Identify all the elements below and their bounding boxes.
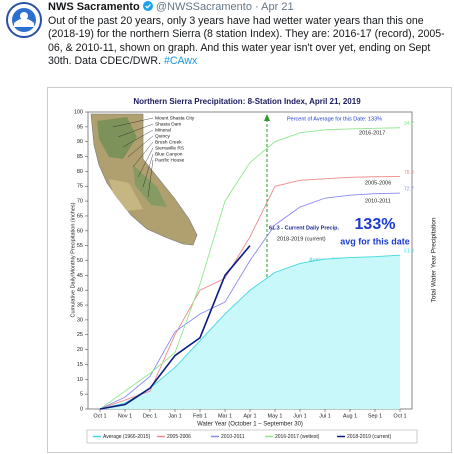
chart-image[interactable]: Northern Sierra Precipitation: 8-Station… <box>47 87 452 453</box>
x-tick-label: Jan 1 <box>168 413 181 419</box>
x-axis-label: Water Year (October 1 – September 30) <box>197 422 303 428</box>
y-tick-label: 5 <box>80 392 83 398</box>
y-tick-label: 75 <box>77 184 83 190</box>
end-value-label: 94.7 <box>404 121 414 127</box>
verified-badge <box>142 1 153 11</box>
series-line <box>99 127 401 410</box>
x-tick-label: Oct 1 <box>393 413 406 419</box>
station-label: Sierraville RS <box>155 145 184 151</box>
y-tick-label: 40 <box>77 288 83 294</box>
annotation: 2010-2011 <box>365 198 391 204</box>
station-leader <box>132 141 154 168</box>
station-label: Pacific House <box>155 157 185 163</box>
station-label: Shasta Dam <box>155 121 181 127</box>
y-axis-label: Cumulative Daily/Monthly Precipitation (… <box>70 202 76 317</box>
x-tick-label: Apr 1 <box>243 413 256 419</box>
y-tick-label: 60 <box>77 228 83 234</box>
x-tick-label: Jul 1 <box>319 413 331 419</box>
y-tick-label: 25 <box>77 332 83 338</box>
y-tick-label: 65 <box>77 213 83 219</box>
tweet-body: Out of the past 20 years, only 3 years h… <box>48 15 445 68</box>
y-tick-label: 55 <box>77 243 83 249</box>
station-label: Mount Shasta City <box>155 115 195 121</box>
chart-title: Northern Sierra Precipitation: 8-Station… <box>133 97 361 106</box>
annotation: avg for this date <box>340 236 410 246</box>
station-leader <box>142 153 154 188</box>
y-tick-label: 20 <box>77 347 83 353</box>
x-tick-label: Dec 1 <box>143 413 157 419</box>
x-tick-label: Feb 1 <box>193 413 207 419</box>
y-tick-label: 0 <box>80 406 83 412</box>
x-tick-label: Mar 1 <box>218 413 232 419</box>
legend-label: 2005-2006 <box>167 434 191 440</box>
hashtag[interactable]: #CAwx <box>163 55 198 68</box>
tweet-text: Out of the past 20 years, only 3 years h… <box>48 15 448 69</box>
y-tick-label: 85 <box>77 154 83 160</box>
series-line <box>99 192 401 410</box>
y-tick-label: 100 <box>74 109 83 115</box>
annotation: 2005-2006 <box>365 180 391 186</box>
annotation: Percent of Average for this Date: 133% <box>287 116 382 122</box>
station-leader <box>127 135 154 158</box>
annotation: 61.3 - Current Daily Precip. <box>269 225 339 231</box>
station-leader <box>117 123 154 138</box>
legend <box>86 429 418 444</box>
end-value-label: 72.7 <box>404 186 414 192</box>
annotation: 2016-2017 <box>359 130 385 136</box>
station-label: Blue Canyon <box>155 151 183 157</box>
y-tick-label: 35 <box>77 303 83 309</box>
station-leader <box>137 147 154 178</box>
series-line <box>99 175 401 410</box>
legend-label: 2010-2011 <box>221 434 245 440</box>
y-tick-label: 50 <box>77 258 83 264</box>
today-arrow <box>264 114 270 121</box>
end-value-label: 78.3 <box>404 170 414 176</box>
y-tick-label: 70 <box>77 199 83 205</box>
y-tick-label: 45 <box>77 273 83 279</box>
x-tick-label: Sep 1 <box>368 413 382 419</box>
end-value-label: 51.8 <box>404 248 414 254</box>
y-tick-label: 80 <box>77 169 83 175</box>
y-tick-label: 90 <box>77 139 83 145</box>
y-tick-label: 30 <box>77 317 83 323</box>
annotation: 133% <box>355 216 396 233</box>
y-tick-label: 10 <box>77 377 83 383</box>
avatar[interactable] <box>6 2 42 38</box>
station-leader <box>147 159 154 198</box>
user-handle[interactable]: @NWSSacramento <box>155 1 252 13</box>
tweet-date[interactable]: Apr 21 <box>261 1 294 13</box>
area <box>100 255 400 409</box>
station-leader <box>112 117 154 128</box>
x-tick-label: Aug 1 <box>343 413 357 419</box>
tweet-header: NWS Sacramento @NWSSacramento · Apr 21 <box>48 1 294 13</box>
series-line <box>99 245 251 410</box>
y-tick-label: 95 <box>77 124 83 130</box>
legend-label: 2018-2019 (current) <box>347 434 392 440</box>
station-label: Quincy <box>155 133 171 139</box>
station-label: Mineral <box>155 127 171 133</box>
station-label: Brush Creek <box>155 139 182 145</box>
x-tick-label: Oct 1 <box>93 413 106 419</box>
y2-axis-label: Total Water Year Precipitation <box>431 217 438 302</box>
user-name[interactable]: NWS Sacramento <box>48 1 140 13</box>
legend-label: Average (1966-2015) <box>103 434 150 440</box>
x-tick-label: Jun 1 <box>293 413 306 419</box>
x-tick-label: Nov 1 <box>118 413 132 419</box>
annotation: 2018-2019 (current) <box>277 236 326 242</box>
x-tick-label: May 1 <box>268 413 283 419</box>
station-leader <box>122 129 154 148</box>
y-tick-label: 15 <box>77 362 83 368</box>
legend-label: 2016-2017 (wettest) <box>275 434 320 440</box>
separator: · <box>255 1 259 13</box>
